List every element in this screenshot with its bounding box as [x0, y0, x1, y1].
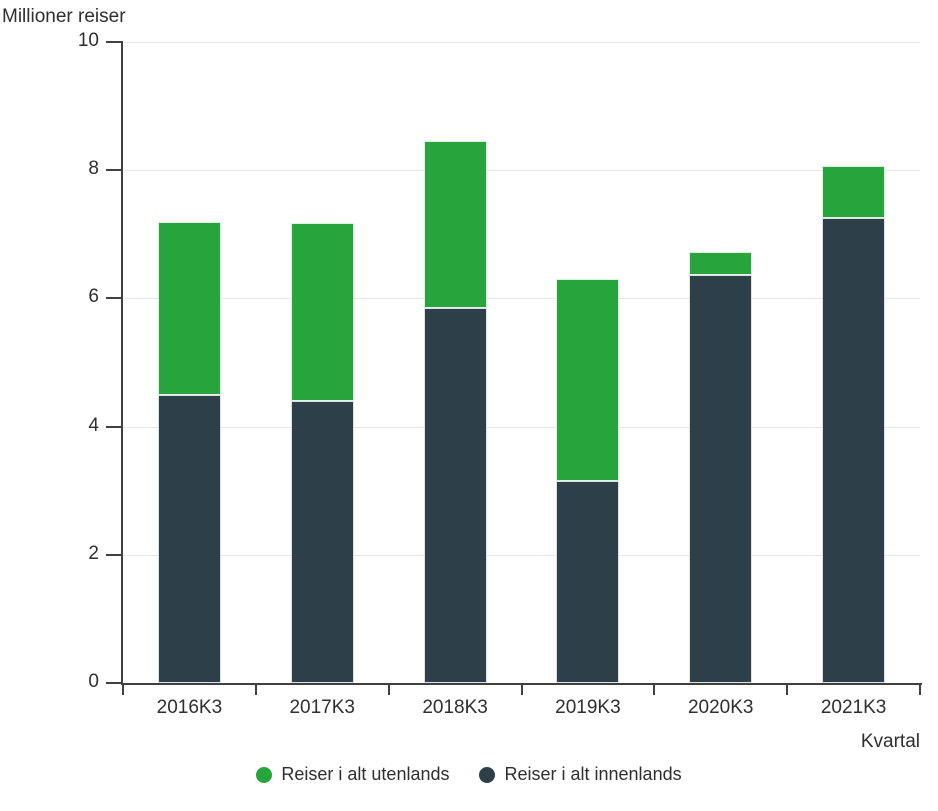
- legend-marker-utenlands-icon: [256, 766, 273, 783]
- x-tick-1: [254, 685, 257, 695]
- x-tick-label-2018K3: 2018K3: [422, 697, 488, 718]
- bar-2020K3-utenlands-segment: [689, 252, 753, 275]
- gridline-6: [123, 298, 920, 300]
- x-tick-label-2016K3: 2016K3: [156, 697, 223, 718]
- legend-label-innenlands: Reiser i alt innenlands: [504, 764, 682, 784]
- legend-item-utenlands[interactable]: Reiser i alt utenlands: [256, 764, 449, 785]
- x-tick-label-2021K3: 2021K3: [820, 697, 887, 718]
- gridline-4: [123, 426, 920, 428]
- y-tick-10: [106, 41, 121, 43]
- x-tick-6: [919, 685, 921, 695]
- y-tick-label-4: 4: [88, 414, 99, 436]
- bar-2018K3-innenlands-segment: [423, 308, 487, 683]
- x-tick-0: [122, 685, 124, 695]
- bar-2020K3-innenlands-segment: [689, 274, 753, 683]
- y-tick-4: [106, 425, 121, 428]
- legend-label-utenlands: Reiser i alt utenlands: [281, 764, 450, 784]
- y-tick-8: [106, 169, 121, 172]
- y-tick-0: [106, 682, 121, 684]
- bar-2019K3-innenlands-segment: [556, 481, 620, 683]
- bar-2017K3-utenlands-segment: [290, 222, 354, 401]
- legend-item-innenlands[interactable]: Reiser i alt innenlands: [479, 764, 682, 785]
- y-tick-label-10: 10: [77, 30, 99, 51]
- y-tick-label-6: 6: [88, 286, 99, 308]
- x-tick-5: [786, 685, 789, 695]
- x-tick-label-2020K3: 2020K3: [687, 697, 754, 718]
- x-tick-label-2017K3: 2017K3: [289, 697, 355, 718]
- x-axis-title: Kvartal: [860, 731, 920, 752]
- bar-2016K3-utenlands-segment: [157, 221, 221, 395]
- x-axis-line: [121, 683, 922, 685]
- bar-2018K3-utenlands-segment: [423, 141, 487, 309]
- y-tick-2: [106, 553, 121, 556]
- y-tick-label-2: 2: [88, 542, 99, 564]
- gridline-10: [123, 42, 920, 43]
- bar-2017K3-innenlands-segment: [290, 400, 354, 683]
- bar-2021K3-utenlands-segment: [822, 165, 886, 219]
- y-tick-label-0: 0: [88, 671, 99, 692]
- plot-area: [123, 42, 920, 683]
- y-axis-title: Millioner reiser: [2, 6, 126, 27]
- y-axis-line: [121, 41, 123, 685]
- y-tick-6: [106, 297, 121, 300]
- x-tick-4: [653, 685, 656, 695]
- legend-marker-innenlands-icon: [479, 766, 496, 783]
- legend: Reiser i alt utenlands Reiser i alt inne…: [0, 764, 938, 785]
- gridline-8: [123, 170, 920, 172]
- x-tick-2: [387, 685, 390, 695]
- bar-2019K3-utenlands-segment: [556, 279, 620, 482]
- x-tick-3: [520, 685, 523, 695]
- bar-2021K3-innenlands-segment: [822, 218, 886, 683]
- x-tick-label-2019K3: 2019K3: [555, 697, 621, 718]
- gridline-2: [123, 554, 920, 556]
- y-tick-label-8: 8: [88, 158, 99, 180]
- bar-2016K3-innenlands-segment: [157, 394, 221, 683]
